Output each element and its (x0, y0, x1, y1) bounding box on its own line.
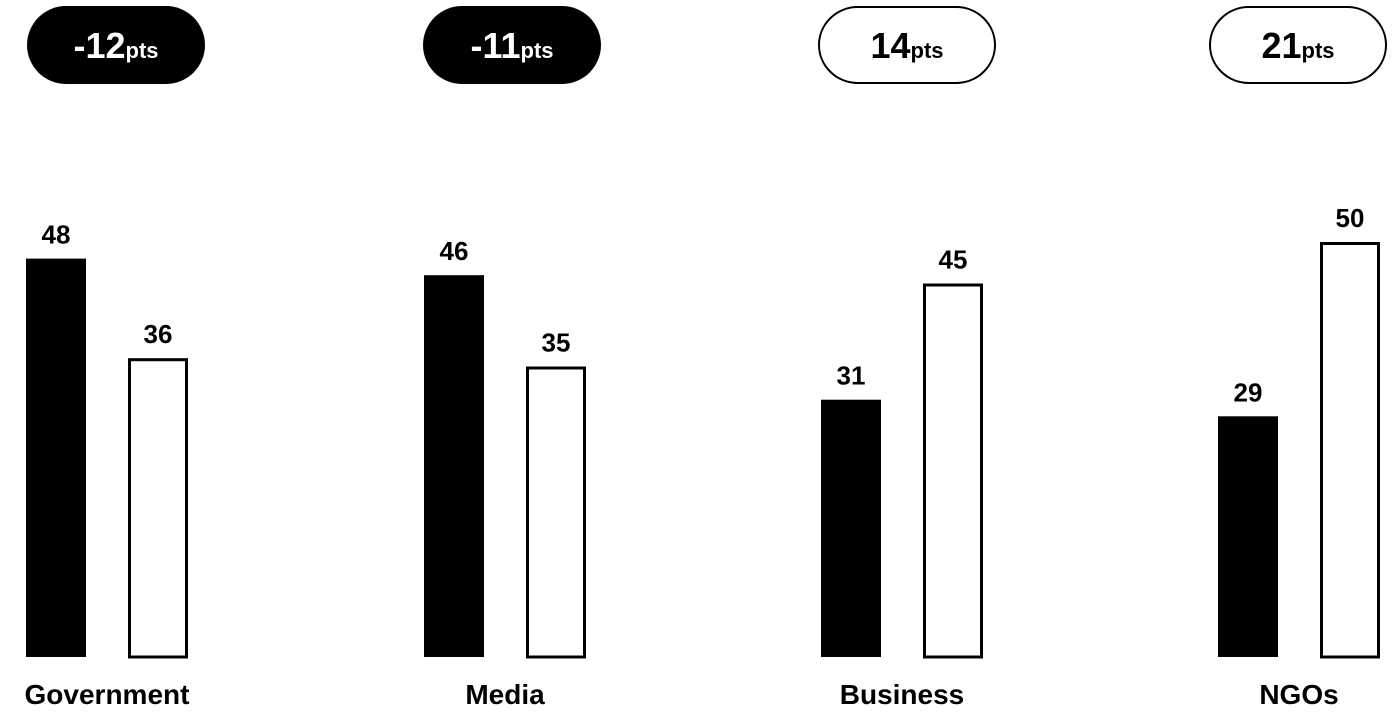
badge-text: 21pts (1261, 25, 1334, 66)
badge-unit: pts (126, 38, 159, 63)
bars (26, 242, 1380, 659)
bar-business-series-1 (821, 399, 881, 657)
badge-unit: pts (521, 38, 554, 63)
badge-unit: pts (911, 38, 944, 63)
bar-ngos-series-2 (1320, 242, 1380, 659)
bar-media-series-2 (526, 366, 586, 659)
bar-government-series-2 (128, 358, 188, 659)
change-badge-government: -12pts (27, 6, 205, 84)
category-label-ngos: NGOs (1259, 679, 1338, 710)
badge-value: -11 (470, 25, 520, 66)
badge-value: 14 (870, 25, 910, 66)
bar-government-series-1 (26, 258, 86, 657)
badge-value: -12 (73, 25, 125, 66)
value-label-ngos-series-2: 50 (1336, 203, 1365, 233)
bar-ngos-series-1 (1218, 416, 1278, 657)
badge-unit: pts (1302, 38, 1335, 63)
change-badge-ngos: 21pts (1209, 6, 1387, 84)
badge-text: -12pts (73, 25, 158, 66)
badge-pill (423, 6, 601, 84)
change-badge-media: -11pts (423, 6, 601, 84)
category-label-media: Media (465, 679, 545, 710)
category-labels: Government Media Business NGOs (25, 679, 1339, 710)
badge-text: -11pts (470, 25, 553, 66)
change-badge-business: 14pts (818, 6, 996, 84)
value-label-business-series-1: 31 (837, 361, 866, 391)
value-label-government-series-1: 48 (42, 220, 71, 250)
badge-value: 21 (1261, 25, 1301, 66)
bar-business-series-2 (923, 283, 983, 659)
badge-pill (818, 6, 996, 84)
value-label-business-series-2: 45 (939, 245, 968, 275)
category-label-business: Business (840, 679, 965, 710)
category-label-government: Government (25, 679, 190, 710)
badge-text: 14pts (870, 25, 943, 66)
value-label-ngos-series-1: 29 (1234, 377, 1263, 407)
value-label-media-series-1: 46 (440, 236, 469, 266)
value-labels: 48 36 46 35 31 45 29 50 (42, 203, 1365, 407)
badge-pill (1209, 6, 1387, 84)
badge-pill (27, 6, 205, 84)
value-label-government-series-2: 36 (144, 319, 173, 349)
value-label-media-series-2: 35 (542, 328, 571, 358)
change-badges: -12pts -11pts 14pts 21pts (27, 6, 1387, 84)
bar-media-series-1 (424, 275, 484, 657)
